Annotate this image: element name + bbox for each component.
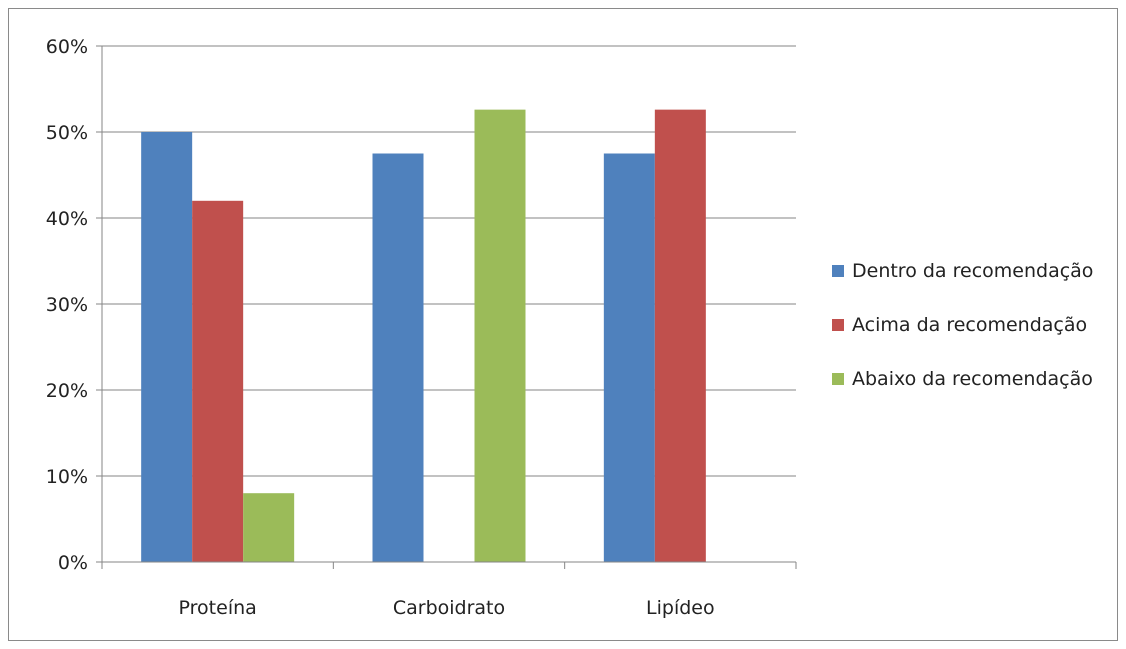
legend-label: Dentro da recomendação [852, 260, 1093, 282]
y-tick-label: 60% [46, 36, 88, 58]
x-axis-category-labels: Proteína Carboidrato Lipídeo [179, 597, 715, 619]
y-axis-tick-labels: 0% 10% 20% 30% 40% 50% 60% [46, 36, 88, 574]
bar [654, 109, 706, 562]
legend-swatch [832, 319, 844, 331]
legend-label: Abaixo da recomendação [852, 368, 1093, 390]
bar [474, 109, 526, 562]
bar [192, 200, 244, 563]
legend-swatch [832, 373, 844, 385]
bar [243, 493, 295, 562]
bar [141, 132, 193, 562]
bar [372, 153, 424, 562]
legend-label: Acima da recomendação [852, 314, 1087, 336]
x-category-label: Lipídeo [646, 597, 715, 619]
bar [603, 153, 655, 562]
y-tick-label: 20% [46, 380, 88, 402]
bars [141, 109, 706, 563]
legend-swatch [832, 265, 844, 277]
y-tick-label: 30% [46, 294, 88, 316]
axes [96, 45, 797, 569]
y-tick-label: 40% [46, 208, 88, 230]
y-tick-label: 10% [46, 466, 88, 488]
x-category-label: Carboidrato [393, 597, 505, 619]
y-tick-label: 0% [58, 552, 88, 574]
x-category-label: Proteína [179, 597, 257, 619]
y-tick-label: 50% [46, 122, 88, 144]
legend: Dentro da recomendação Acima da recomenda… [832, 260, 1093, 390]
